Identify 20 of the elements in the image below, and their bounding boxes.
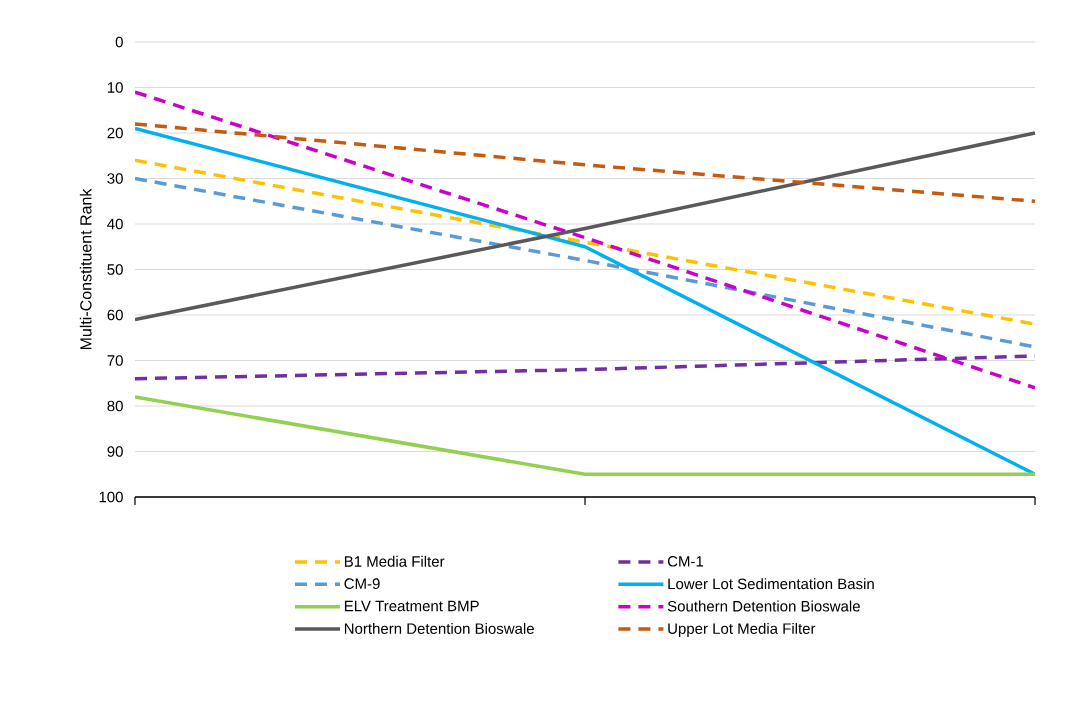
y-tick-label: 50 — [107, 264, 123, 275]
legend-label: B1 Media Filter — [344, 555, 445, 567]
y-tick-label: 100 — [99, 491, 123, 503]
y-tick-label: 60 — [107, 309, 123, 321]
legend-label: ELV Treatment BMP — [344, 600, 479, 612]
y-axis-title: Multi-Constituent Rank — [79, 188, 92, 350]
legend-label: Southern Detention Bioswale — [667, 600, 860, 612]
y-tick-label: 80 — [107, 400, 123, 412]
legend-label: Lower Lot Sedimentation Basin — [668, 578, 874, 590]
legend-label: CM-9 — [344, 578, 380, 589]
y-tick-label: 10 — [107, 82, 123, 93]
legend-label: Upper Lot Media Filter — [668, 622, 816, 637]
y-tick-label: 20 — [107, 127, 123, 139]
y-tick-label: 90 — [107, 446, 123, 457]
y-tick-label: 70 — [107, 355, 123, 366]
y-tick-label: 0 — [115, 36, 123, 48]
legend-label: CM-1 — [667, 556, 704, 567]
legend-label: Northern Detention Bioswale — [344, 622, 534, 634]
y-tick-label: 40 — [107, 218, 123, 230]
y-tick-label: 30 — [107, 173, 123, 184]
